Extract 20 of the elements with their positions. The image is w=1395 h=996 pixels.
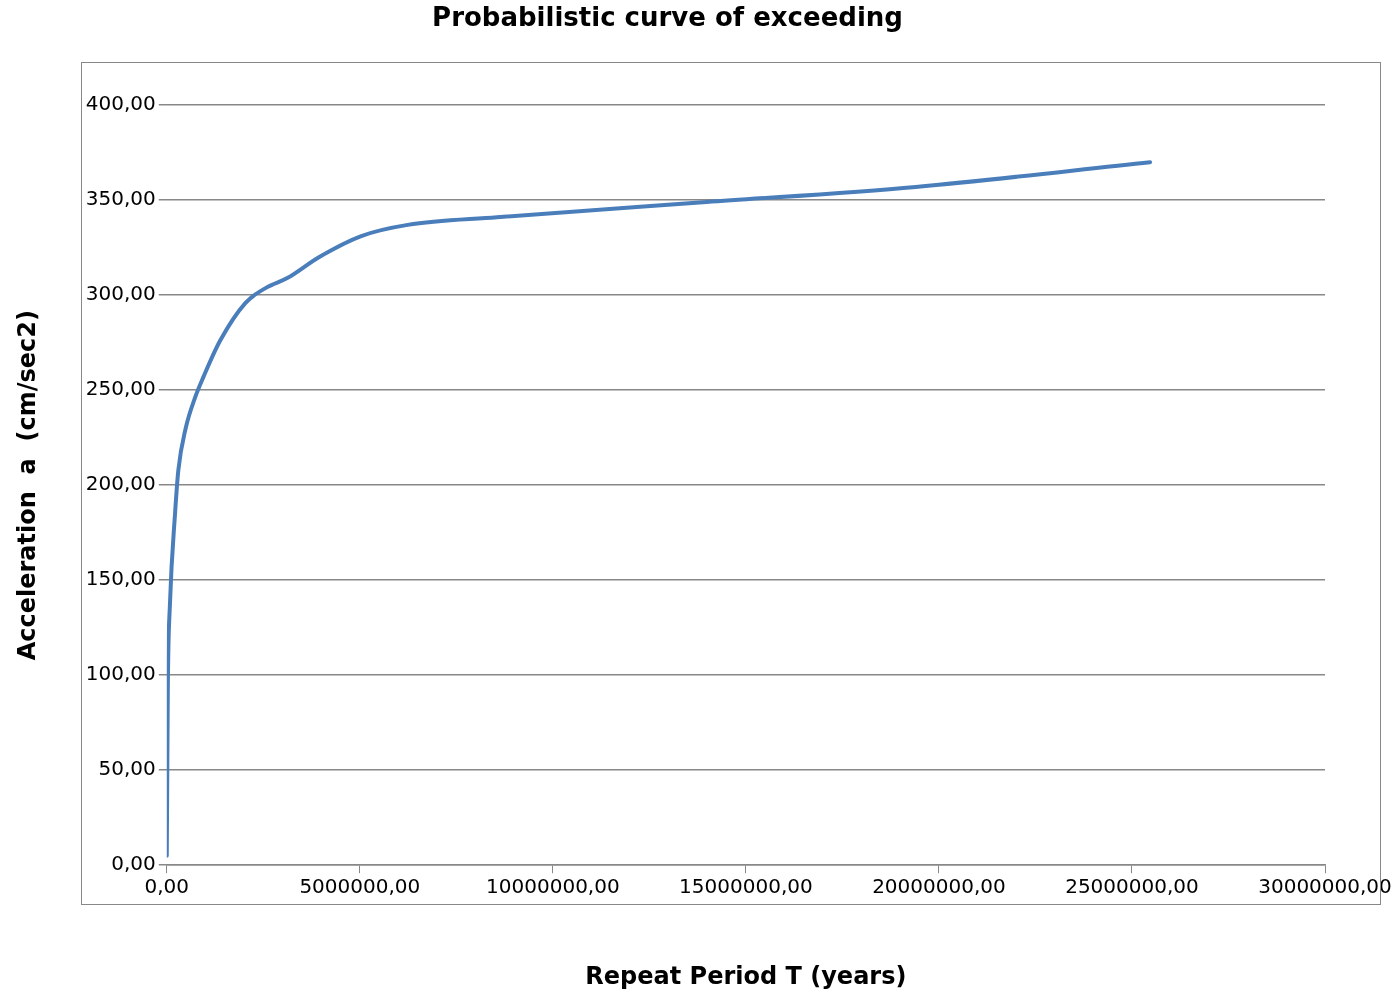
chart-title: Probabilistic curve of exceeding	[432, 2, 903, 33]
y-tick-label: 300,00	[85, 281, 156, 306]
x-axis-title: Repeat Period T (years)	[585, 961, 907, 990]
y-tick-label: 250,00	[85, 376, 156, 401]
x-tick-label: 0,00	[144, 874, 190, 899]
y-tick-label: 350,00	[85, 186, 156, 211]
y-tick-label: 100,00	[85, 661, 156, 686]
y-axis-title: Acceleration a (cm/sec2)	[12, 310, 41, 661]
x-tick-label: 5000000,00	[299, 874, 421, 899]
x-tick-label: 30000000,00	[1258, 874, 1392, 899]
y-tick-label: 200,00	[85, 471, 156, 496]
x-tick-label: 15000000,00	[679, 874, 813, 899]
x-tick-label: 20000000,00	[872, 874, 1006, 899]
y-tick-label: 400,00	[85, 91, 156, 116]
y-tick-label: 150,00	[85, 566, 156, 591]
x-tick-label: 25000000,00	[1065, 874, 1199, 899]
y-tick-label: 50,00	[98, 756, 156, 781]
line-series	[166, 160, 1153, 858]
x-tick-label: 10000000,00	[486, 874, 620, 899]
y-tick-label: 0,00	[111, 851, 156, 876]
